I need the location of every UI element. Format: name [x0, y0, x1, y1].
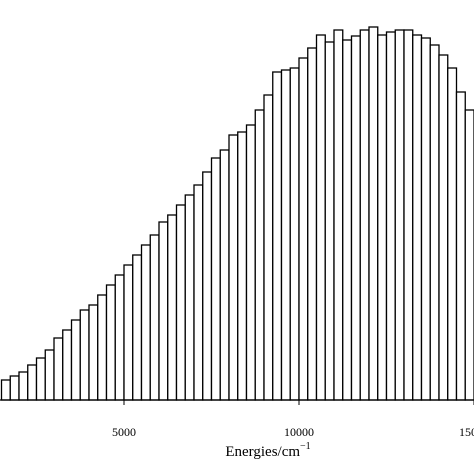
bar	[368, 26, 379, 401]
bar	[62, 329, 73, 401]
bar	[158, 221, 169, 401]
bar	[53, 337, 64, 401]
bar	[219, 149, 230, 401]
bar	[79, 309, 90, 401]
bar	[394, 29, 405, 401]
bar	[350, 35, 361, 401]
bar	[377, 34, 388, 401]
bar	[237, 131, 248, 401]
bar	[333, 29, 344, 401]
bar	[455, 91, 466, 401]
bar	[403, 29, 414, 401]
bar	[298, 57, 309, 401]
bar	[9, 375, 20, 401]
bar	[272, 71, 283, 401]
x-tick-label: 10000	[284, 425, 314, 439]
bar	[184, 194, 195, 401]
bar	[385, 31, 396, 401]
bar	[149, 234, 160, 401]
bar	[245, 124, 256, 401]
bar	[464, 109, 474, 401]
bar	[0, 379, 11, 401]
bar	[140, 244, 151, 401]
bar	[307, 47, 318, 401]
bar	[105, 284, 116, 401]
bar	[202, 171, 213, 401]
bar	[228, 134, 239, 401]
x-tick-label: 5000	[112, 425, 136, 439]
bar	[97, 294, 108, 401]
bar	[88, 304, 99, 401]
bar	[315, 34, 326, 401]
bar	[132, 254, 143, 401]
bar	[412, 34, 423, 401]
bar	[123, 264, 134, 401]
bar	[27, 364, 38, 401]
bar	[324, 41, 335, 401]
bar	[342, 39, 353, 401]
bar	[420, 37, 431, 401]
bar	[263, 94, 274, 401]
bar	[175, 204, 186, 401]
x-axis-label: Energies/cm−1	[225, 441, 310, 460]
bar	[438, 54, 449, 401]
bar	[280, 69, 291, 401]
bar	[359, 29, 370, 401]
bar	[70, 319, 81, 401]
x-axis-label-text: Energies/cm	[225, 444, 300, 460]
x-axis-label-sup: −1	[300, 441, 311, 452]
bar	[167, 214, 178, 401]
bar	[114, 274, 125, 401]
bar	[35, 357, 46, 401]
bar	[289, 67, 300, 401]
bar	[193, 184, 204, 401]
bar	[210, 157, 221, 401]
bar	[44, 349, 55, 401]
bar	[447, 67, 458, 401]
bar	[429, 44, 440, 401]
bar	[18, 371, 29, 401]
bar	[254, 109, 265, 401]
